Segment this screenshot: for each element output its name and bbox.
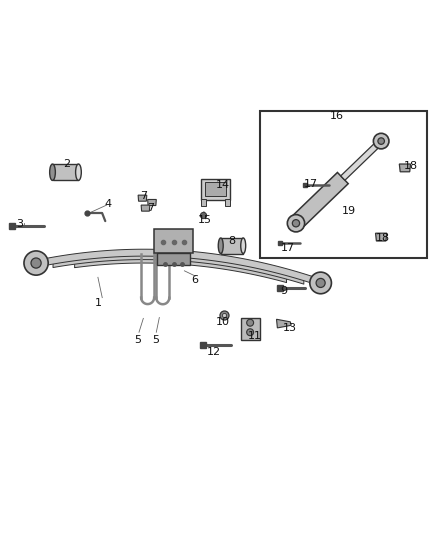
Polygon shape <box>141 205 150 211</box>
Circle shape <box>292 220 300 227</box>
Text: 4: 4 <box>104 199 111 209</box>
Polygon shape <box>399 164 410 172</box>
Text: 7: 7 <box>140 191 147 201</box>
Circle shape <box>373 133 389 149</box>
Text: 5: 5 <box>134 335 141 345</box>
Ellipse shape <box>49 164 55 181</box>
Text: 19: 19 <box>342 206 356 216</box>
Bar <box>205 182 226 196</box>
Text: 13: 13 <box>283 323 297 333</box>
Text: 11: 11 <box>247 330 261 341</box>
Text: 14: 14 <box>215 180 230 190</box>
Text: 17: 17 <box>304 179 318 189</box>
Polygon shape <box>290 173 348 229</box>
Bar <box>154 229 193 253</box>
Bar <box>53 164 78 181</box>
Text: 17: 17 <box>281 243 295 253</box>
Bar <box>201 199 206 206</box>
Ellipse shape <box>241 238 246 254</box>
Text: 1: 1 <box>95 298 102 308</box>
Polygon shape <box>375 233 387 241</box>
Text: 15: 15 <box>198 215 212 225</box>
Text: 12: 12 <box>207 346 221 357</box>
Text: 18: 18 <box>403 161 418 171</box>
Ellipse shape <box>76 164 81 181</box>
Text: 9: 9 <box>280 286 287 296</box>
Text: 18: 18 <box>375 233 389 244</box>
Text: 2: 2 <box>63 159 71 168</box>
Polygon shape <box>276 319 291 328</box>
Circle shape <box>287 215 304 232</box>
Text: 16: 16 <box>330 111 344 121</box>
Text: 8: 8 <box>228 236 236 246</box>
Text: 3: 3 <box>16 219 23 229</box>
Bar <box>221 238 243 254</box>
Bar <box>260 111 427 258</box>
Circle shape <box>247 329 254 336</box>
Circle shape <box>31 258 41 268</box>
Circle shape <box>24 251 48 275</box>
Bar <box>157 253 190 265</box>
Text: 5: 5 <box>152 335 159 345</box>
Circle shape <box>316 278 325 287</box>
Polygon shape <box>148 199 156 206</box>
Bar <box>225 199 230 206</box>
Text: 7: 7 <box>147 203 154 213</box>
Polygon shape <box>341 139 383 180</box>
Text: 10: 10 <box>216 317 230 327</box>
Circle shape <box>247 319 254 326</box>
Text: 6: 6 <box>192 276 199 285</box>
Circle shape <box>378 138 385 144</box>
Circle shape <box>310 272 332 294</box>
Bar <box>201 179 230 200</box>
Ellipse shape <box>218 238 223 254</box>
Bar <box>240 318 260 340</box>
Polygon shape <box>138 195 147 201</box>
